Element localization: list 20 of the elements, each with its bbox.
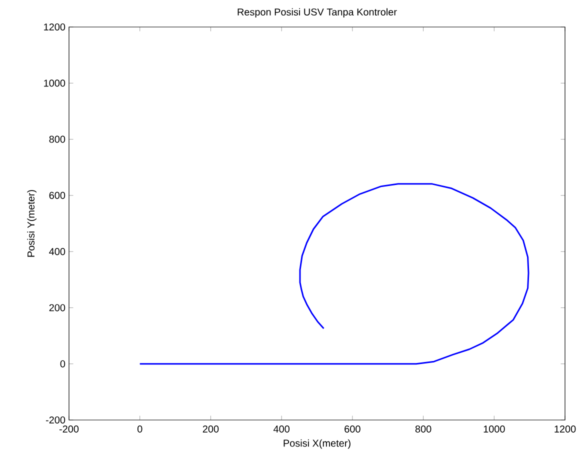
chart-title: Respon Posisi USV Tanpa Kontroler (238, 8, 397, 18)
x-tick-label: -200 (59, 426, 79, 433)
x-tick-label: 800 (415, 426, 432, 433)
x-tick-label: 1200 (554, 426, 576, 433)
x-tick-label: 0 (137, 426, 142, 433)
y-tick-label: 200 (49, 304, 66, 312)
x-tick-label: 200 (202, 426, 219, 433)
line-series (139, 183, 530, 365)
y-tick-label: -200 (46, 416, 66, 424)
y-tick-label: 800 (49, 136, 66, 143)
x-axis-title: Posisi X(meter) (284, 439, 350, 449)
x-tick-label: 1000 (484, 426, 505, 433)
y-tick-label: 600 (49, 192, 66, 199)
y-axis-title: Posisi Y(meter) (27, 190, 36, 257)
y-tick-label: 1200 (44, 23, 66, 31)
x-tick-label: 400 (273, 426, 290, 433)
y-tick-label: 0 (60, 360, 66, 368)
y-tick-label: 400 (49, 248, 66, 256)
x-tick-label: 600 (344, 426, 360, 433)
y-tick-label: 1000 (44, 80, 66, 87)
